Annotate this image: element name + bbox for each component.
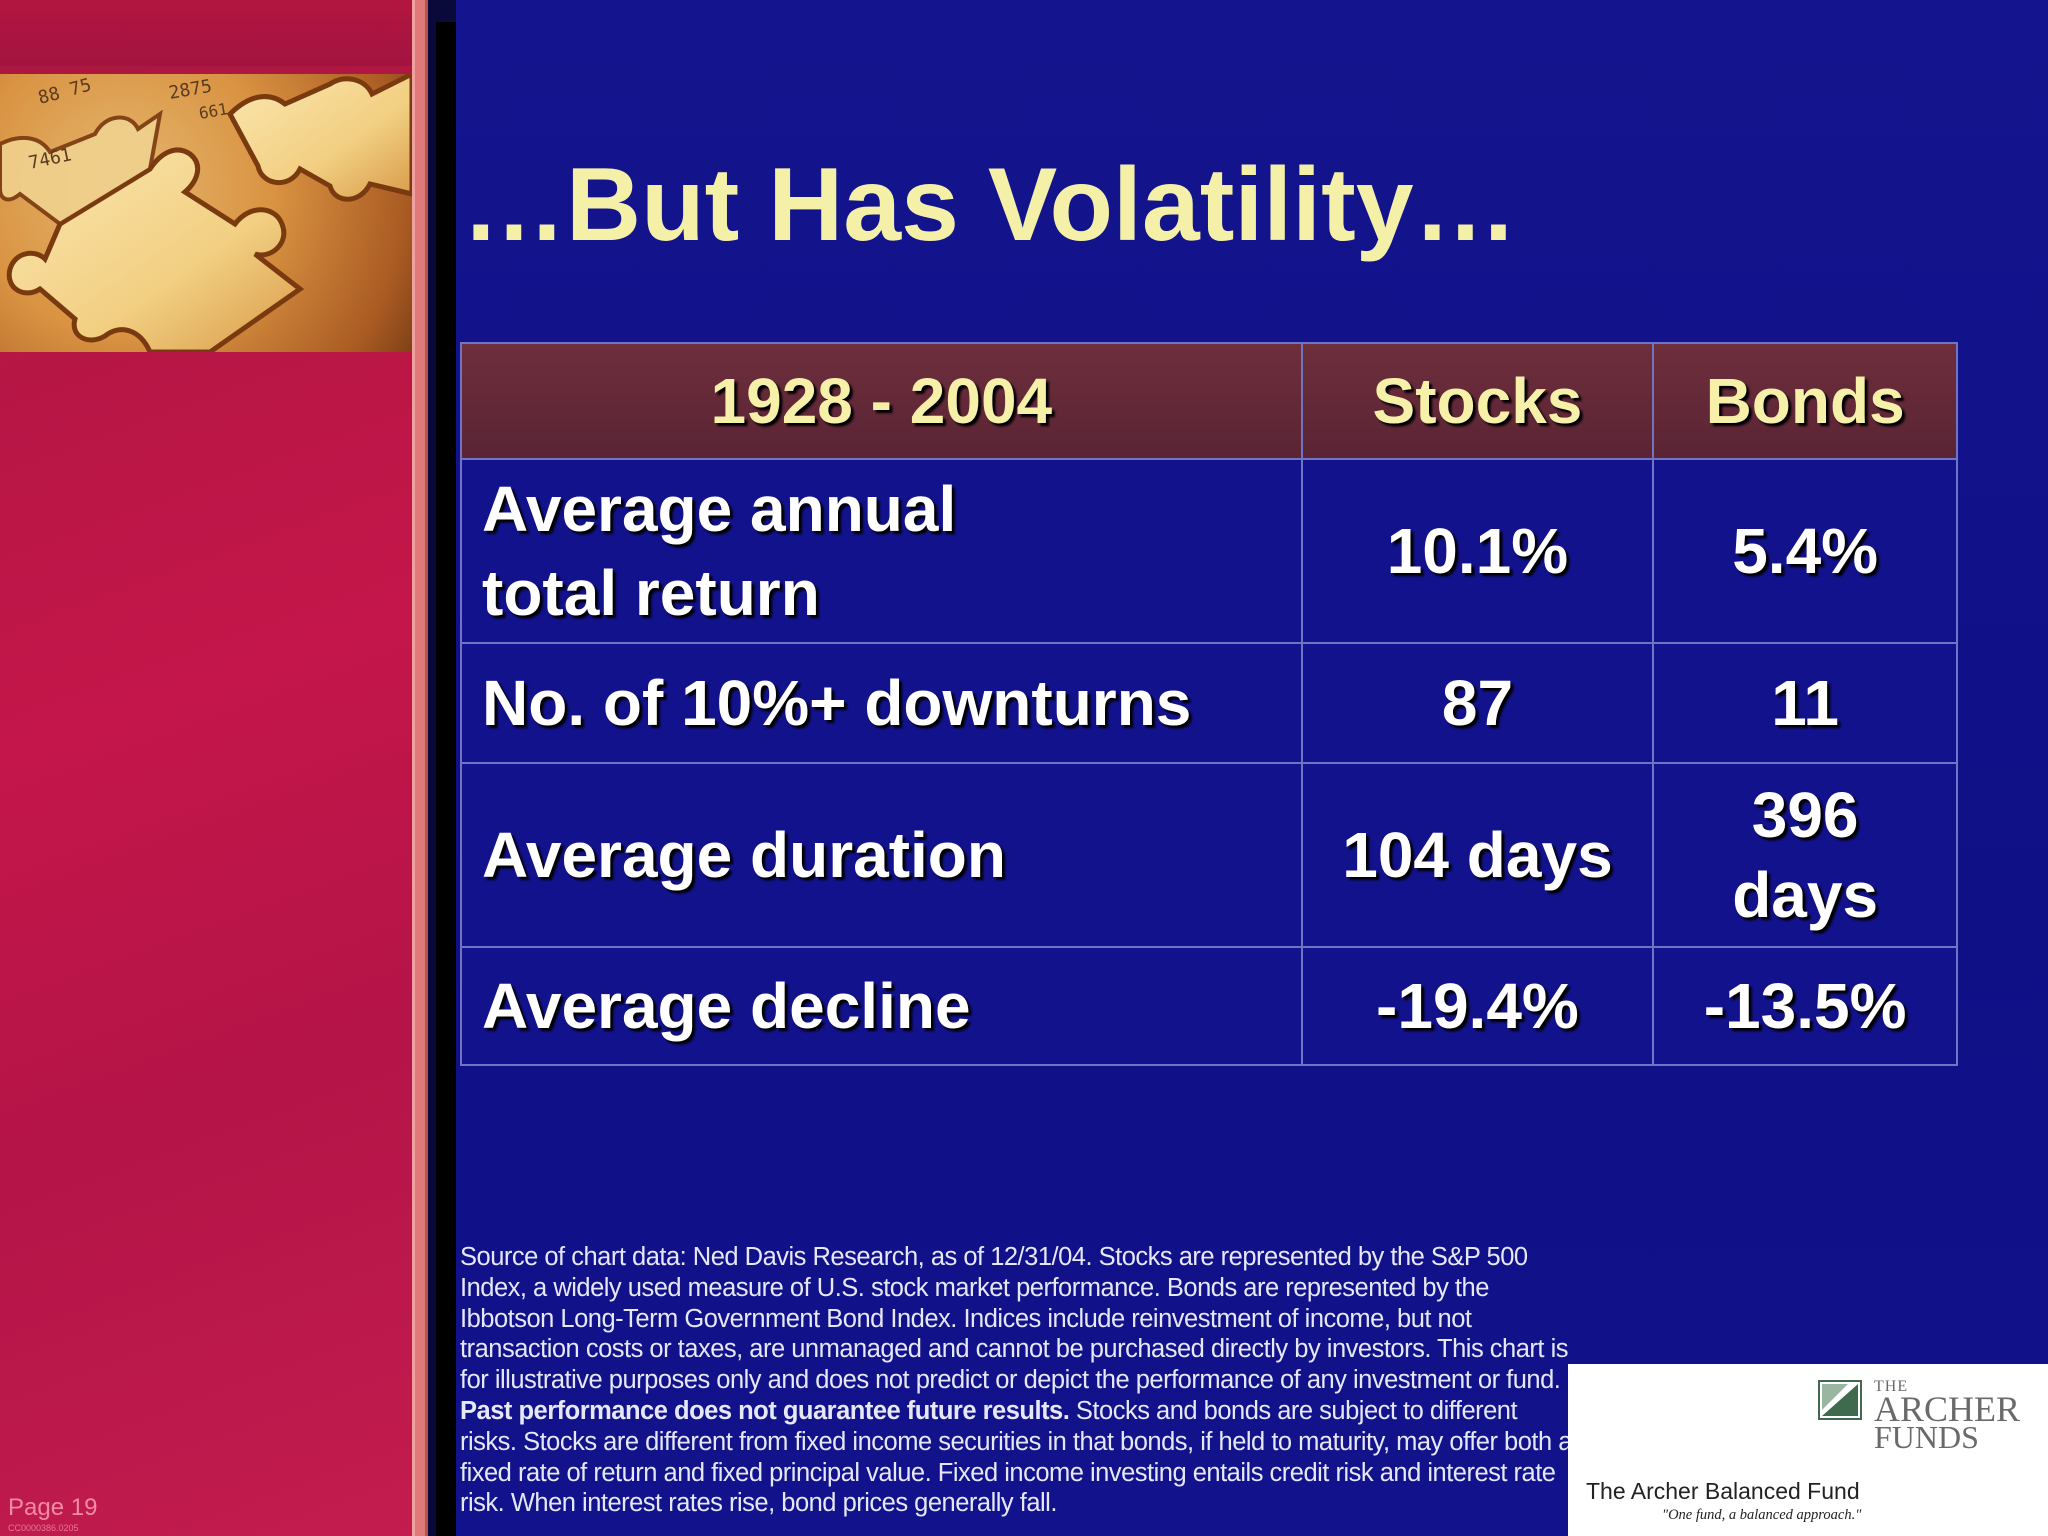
cell-value-line: days bbox=[1732, 859, 1879, 931]
slide-title: …But Has Volatility… bbox=[462, 147, 1518, 263]
table-row: Average duration 104 days 396 days bbox=[460, 762, 1958, 948]
puzzle-pieces-image: 88 75 2875 661 7461 bbox=[0, 74, 412, 352]
source-footnote: Source of chart data: Ned Davis Research… bbox=[460, 1242, 1580, 1519]
cell-bonds-downturns: 11 bbox=[1652, 642, 1958, 764]
cell-stocks-decline: -19.4% bbox=[1300, 946, 1655, 1066]
cell-stocks-return: 10.1% bbox=[1300, 458, 1655, 644]
page-number: Page 19 bbox=[8, 1494, 98, 1521]
table-row: Average annual total return 10.1% 5.4% bbox=[460, 458, 1958, 644]
footnote-bold-text: Past performance does not guarantee futu… bbox=[460, 1396, 1070, 1425]
header-bonds: Bonds bbox=[1652, 342, 1958, 460]
logo-the: THE bbox=[1874, 1378, 1909, 1395]
cell-stocks-duration: 104 days bbox=[1300, 762, 1655, 948]
cell-bonds-decline: -13.5% bbox=[1652, 946, 1958, 1066]
row-label-decline: Average decline bbox=[460, 946, 1303, 1066]
table-row: No. of 10%+ downturns 87 11 bbox=[460, 642, 1958, 764]
cell-value-line: 396 bbox=[1751, 779, 1859, 851]
cell-bonds-return: 5.4% bbox=[1652, 458, 1958, 644]
left-top-band bbox=[0, 0, 412, 66]
logo-funds: FUNDS bbox=[1874, 1419, 1979, 1455]
row-label-downturns: No. of 10%+ downturns bbox=[460, 642, 1303, 764]
cell-stocks-downturns: 87 bbox=[1300, 642, 1655, 764]
dark-stripe-shadow bbox=[436, 22, 456, 1536]
archer-logo-icon bbox=[1818, 1380, 1862, 1420]
divider-stripe bbox=[412, 0, 428, 1536]
footnote-text: Stocks and bonds are subject to differen… bbox=[460, 1396, 1572, 1518]
svg-text:661: 661 bbox=[197, 99, 229, 123]
puzzle-photo: 88 75 2875 661 7461 bbox=[0, 74, 412, 352]
footnote-text: Source of chart data: Ned Davis Research… bbox=[460, 1243, 1568, 1395]
archer-logo-box: THE ARCHER FUNDS The Archer Balanced Fun… bbox=[1568, 1364, 2048, 1536]
header-period: 1928 - 2004 bbox=[460, 342, 1303, 460]
volatility-table: 1928 - 2004 Stocks Bonds Average annual … bbox=[460, 342, 1958, 1066]
document-code: CC0000386.0205 bbox=[8, 1523, 79, 1533]
table-row: Average decline -19.4% -13.5% bbox=[460, 946, 1958, 1066]
fund-tagline: "One fund, a balanced approach." bbox=[1662, 1507, 1862, 1523]
logo-archer: ARCHER bbox=[1874, 1389, 2021, 1429]
row-label-line: Average annual bbox=[482, 473, 957, 545]
row-label-avg-return: Average annual total return bbox=[460, 458, 1303, 644]
fund-name: The Archer Balanced Fund bbox=[1586, 1478, 1860, 1504]
row-label-line: total return bbox=[482, 557, 820, 629]
cell-bonds-duration: 396 days bbox=[1652, 762, 1958, 948]
table-header-row: 1928 - 2004 Stocks Bonds bbox=[460, 342, 1958, 460]
row-label-duration: Average duration bbox=[460, 762, 1303, 948]
header-stocks: Stocks bbox=[1300, 342, 1655, 460]
